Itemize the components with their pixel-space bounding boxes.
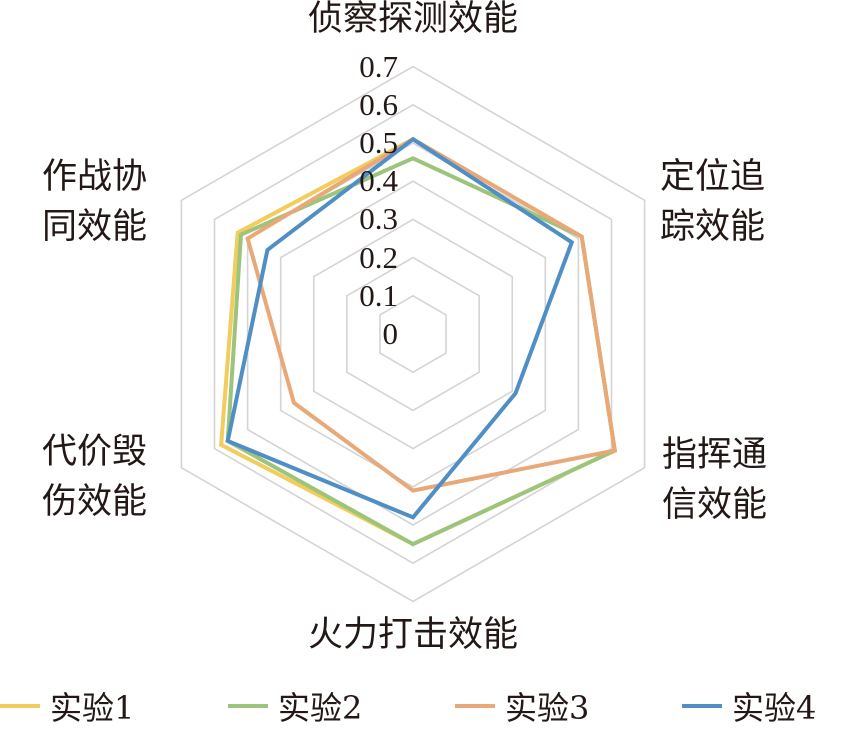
axis-label-3: 火力打击效能 xyxy=(307,615,518,655)
grid-ring xyxy=(180,65,646,603)
grid-ring xyxy=(379,294,447,374)
legend-label: 实验4 xyxy=(732,689,817,727)
tick-label: 0.6 xyxy=(359,86,398,122)
grid-ring xyxy=(279,180,547,488)
legend-swatch xyxy=(455,704,495,708)
grid-ring xyxy=(213,103,613,565)
tick-label: 0.1 xyxy=(359,277,398,313)
tick-label: 0.7 xyxy=(359,48,398,84)
tick-label: 0.5 xyxy=(359,125,398,160)
legend-item-2: 实验2 xyxy=(228,686,363,727)
legend-label: 实验2 xyxy=(278,689,363,727)
legend-swatch xyxy=(228,704,268,708)
axis-label-5: 作战协 同效能 xyxy=(42,157,148,247)
tick-label: 0.3 xyxy=(359,201,398,237)
axis-label-1: 定位追 踪效能 xyxy=(660,157,766,247)
legend-label: 实验1 xyxy=(50,689,135,727)
legend-swatch xyxy=(0,704,40,708)
axis-label-0: 侦察探测效能 xyxy=(307,0,518,39)
legend-label: 实验3 xyxy=(505,689,590,727)
axis-label-2: 指挥通 信效能 xyxy=(662,435,768,525)
tick-label: 0.2 xyxy=(359,239,398,275)
series-line-4 xyxy=(225,136,575,520)
legend-swatch xyxy=(682,704,722,708)
legend-item-3: 实验3 xyxy=(455,686,590,727)
grid-ring xyxy=(312,218,514,450)
axis-label-4: 代价毁 伤效能 xyxy=(42,432,148,522)
legend-item-4: 实验4 xyxy=(682,686,817,727)
grid-ring xyxy=(346,256,480,412)
tick-label: 0 xyxy=(382,316,399,351)
tick-label: 0.4 xyxy=(359,163,398,199)
series-line-3 xyxy=(245,136,618,493)
legend-item-1: 实验1 xyxy=(0,686,135,727)
